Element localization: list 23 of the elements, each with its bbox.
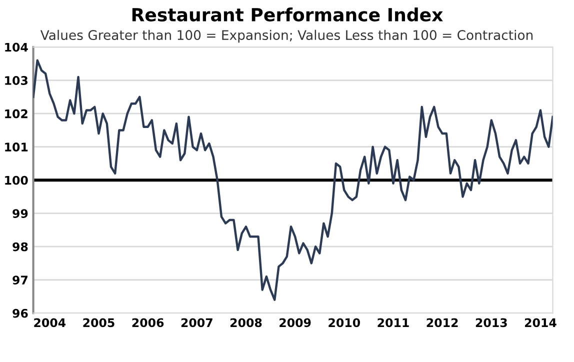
- y-tick-label: 97: [12, 276, 28, 285]
- x-tick-label: 2009: [280, 318, 311, 328]
- y-tick-label: 101: [5, 142, 28, 152]
- x-tick-label: 2010: [328, 318, 360, 328]
- x-tick-label: 2011: [378, 318, 409, 328]
- line-series: [33, 59, 553, 301]
- y-tick-label: 99: [12, 209, 28, 218]
- y-tick-label: 103: [5, 76, 28, 85]
- chart-title: Restaurant Performance Index: [132, 8, 443, 22]
- y-tick-label: 104: [5, 42, 28, 52]
- x-tick-label: 2004: [34, 318, 66, 328]
- x-tick-label: 2012: [426, 318, 458, 328]
- chart-subtitle: Values Greater than 100 = Expansion; Values Less than 100 = Contraction: [40, 30, 533, 43]
- y-tick-label: 98: [12, 242, 28, 252]
- x-tick-label: 2013: [476, 318, 507, 328]
- x-tick-label: 2005: [83, 318, 114, 328]
- x-tick-label: 2006: [132, 318, 164, 328]
- y-tick-label: 100: [5, 176, 28, 185]
- x-tick-label: 2014: [524, 318, 556, 328]
- y-tick-label: 96: [12, 308, 28, 318]
- x-tick-label: 2008: [230, 318, 262, 328]
- y-tick-label: 102: [5, 109, 28, 118]
- x-tick-label: 2007: [181, 318, 212, 328]
